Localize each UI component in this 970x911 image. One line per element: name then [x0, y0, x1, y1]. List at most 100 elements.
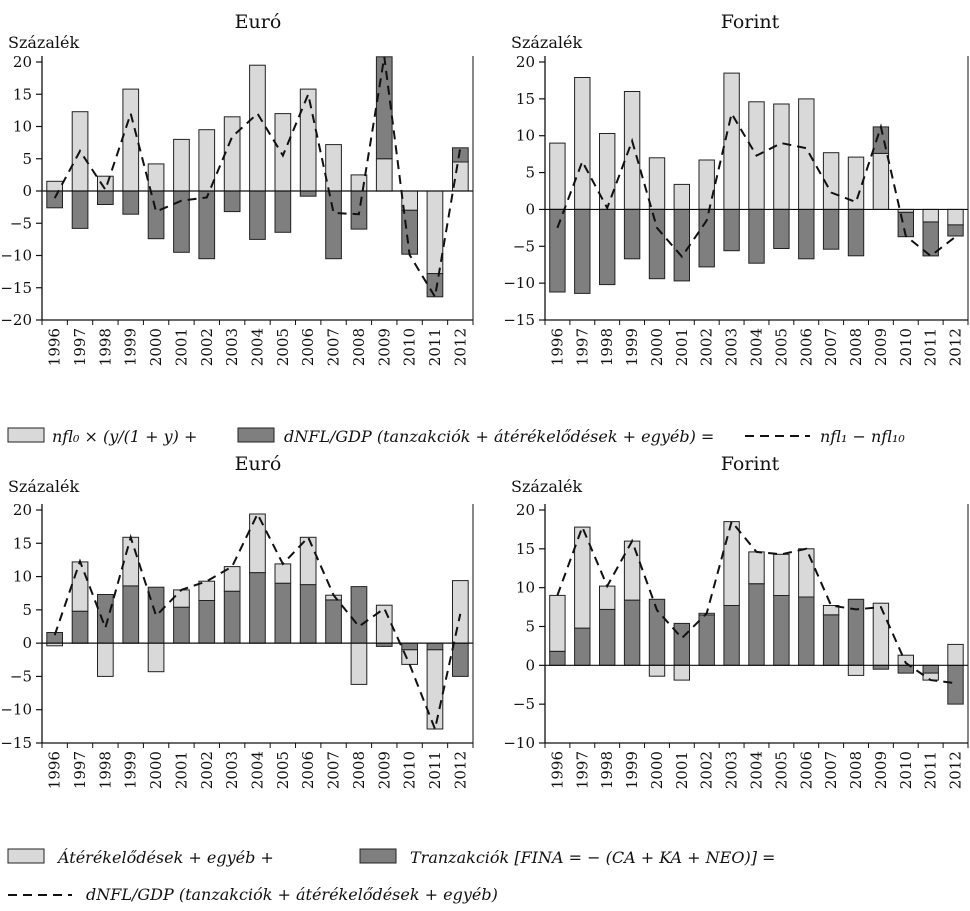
chart-panel-3: Euró Százalék 20 15 10 5 0 −5 −10 −15 1996 1997 1998… [0, 453, 474, 789]
bar-2005 [274, 190, 292, 233]
bar-2000 [648, 664, 666, 677]
bar-2007 [822, 208, 840, 250]
y-tick-label: 15 [13, 85, 32, 103]
bar-2001 [173, 589, 190, 608]
bar-2006 [798, 98, 815, 210]
bar-2012 [947, 643, 964, 666]
y-tick-label: 10 [516, 579, 535, 597]
x-tick-label: 2012 [947, 328, 965, 366]
chart-title: Euró [235, 453, 282, 475]
x-tick-label: 2010 [401, 751, 419, 789]
bar-2009 [872, 602, 890, 666]
y-tick-label: −10 [0, 247, 32, 265]
x-tick-label: 2006 [797, 751, 815, 789]
x-tick-label: 2005 [772, 328, 790, 366]
bar-2002 [198, 600, 216, 644]
bar-2005 [274, 582, 292, 644]
x-tick-label: 2012 [451, 751, 469, 789]
bar-2006 [299, 536, 317, 586]
bar-1999 [122, 190, 140, 215]
x-tick-label: 2006 [299, 328, 317, 366]
legend-bottom-swatch-light [7, 848, 45, 864]
x-tick-label: 1996 [548, 751, 566, 789]
bar-2008 [350, 586, 368, 644]
x-tick-label: 2002 [698, 328, 716, 366]
bar-2008 [350, 642, 368, 685]
bar-2007 [325, 190, 342, 260]
y-tick-label: −15 [0, 734, 32, 752]
bar-1999 [623, 540, 641, 601]
x-tick-label: 1997 [71, 751, 89, 789]
bar-1999 [122, 88, 140, 192]
bar-1998 [97, 642, 114, 677]
x-tick-label: 1997 [573, 751, 591, 789]
x-tick-label: 2010 [897, 328, 915, 366]
bar-2012 [947, 224, 964, 237]
x-tick-label: 2008 [847, 751, 865, 789]
legend-bottom-label-dark: Tranzakciók [FINA = − (CA + KA + NEO)] = [410, 848, 775, 867]
x-tick-label: 2007 [822, 751, 840, 789]
bar-2005 [773, 208, 790, 249]
bar-2001 [673, 183, 690, 210]
x-tick-label: 2001 [673, 328, 691, 366]
x-tick-label: 2001 [673, 751, 691, 789]
bar-2012 [947, 208, 964, 226]
bar-2006 [798, 208, 815, 260]
bar-2005 [773, 103, 790, 210]
x-tick-label: 1998 [96, 751, 114, 789]
bar-1999 [122, 536, 140, 587]
bar-1997 [71, 610, 89, 644]
bar-2006 [299, 584, 317, 644]
legend-top-label-line: nfl₁ − nfl₁₀ [820, 427, 905, 446]
x-tick-label: 2004 [748, 751, 766, 789]
bar-2002 [698, 159, 715, 210]
y-tick-label: 20 [13, 501, 32, 519]
x-tick-label: 2009 [872, 328, 890, 366]
y-tick-label: 10 [13, 118, 32, 136]
x-tick-label: 2005 [274, 751, 292, 789]
legend-top-swatch-dark [237, 427, 275, 443]
bar-2008 [847, 208, 865, 257]
bar-2003 [223, 566, 241, 592]
dashed-line-series [53, 56, 462, 300]
bar-2006 [798, 596, 815, 666]
chart-title: Euró [235, 11, 282, 33]
x-tick-label: 2008 [847, 328, 865, 366]
bar-2004 [249, 190, 266, 240]
x-tick-label: 2001 [172, 328, 190, 366]
bar-2002 [198, 580, 216, 602]
bar-2009 [375, 56, 393, 160]
bar-2003 [723, 72, 740, 210]
bar-2001 [173, 606, 190, 644]
bar-1998 [599, 585, 616, 610]
bar-1998 [97, 594, 114, 644]
y-axis-unit-label: Százalék [8, 33, 79, 52]
x-tick-label: 2002 [198, 328, 216, 366]
bar-2009 [872, 152, 890, 210]
bar-2003 [723, 605, 740, 666]
bar-1999 [623, 208, 641, 260]
x-tick-label: 2012 [947, 751, 965, 789]
bar-2005 [274, 563, 292, 584]
x-tick-label: 2003 [723, 751, 741, 789]
x-tick-label: 1999 [122, 751, 140, 789]
bar-2003 [723, 521, 740, 606]
x-tick-label: 2011 [922, 328, 940, 366]
bar-1996 [549, 208, 566, 293]
bar-2000 [648, 157, 666, 210]
legend-top-label-light: nfl₀ × (y/(1 + y) + [52, 427, 197, 446]
bar-2011 [426, 649, 444, 730]
bar-1997 [71, 190, 89, 229]
x-tick-label: 2011 [426, 751, 444, 789]
y-tick-label: −10 [503, 274, 535, 292]
bar-2001 [673, 622, 690, 666]
y-tick-label: −5 [513, 237, 535, 255]
bar-2002 [198, 129, 216, 192]
x-tick-label: 2004 [249, 751, 267, 789]
y-tick-label: 0 [22, 182, 32, 200]
bar-2004 [748, 551, 765, 585]
bar-2012 [452, 147, 469, 163]
bar-2011 [922, 664, 939, 674]
